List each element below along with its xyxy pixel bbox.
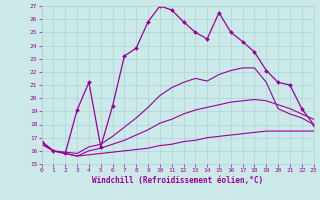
X-axis label: Windchill (Refroidissement éolien,°C): Windchill (Refroidissement éolien,°C) [92,176,263,185]
